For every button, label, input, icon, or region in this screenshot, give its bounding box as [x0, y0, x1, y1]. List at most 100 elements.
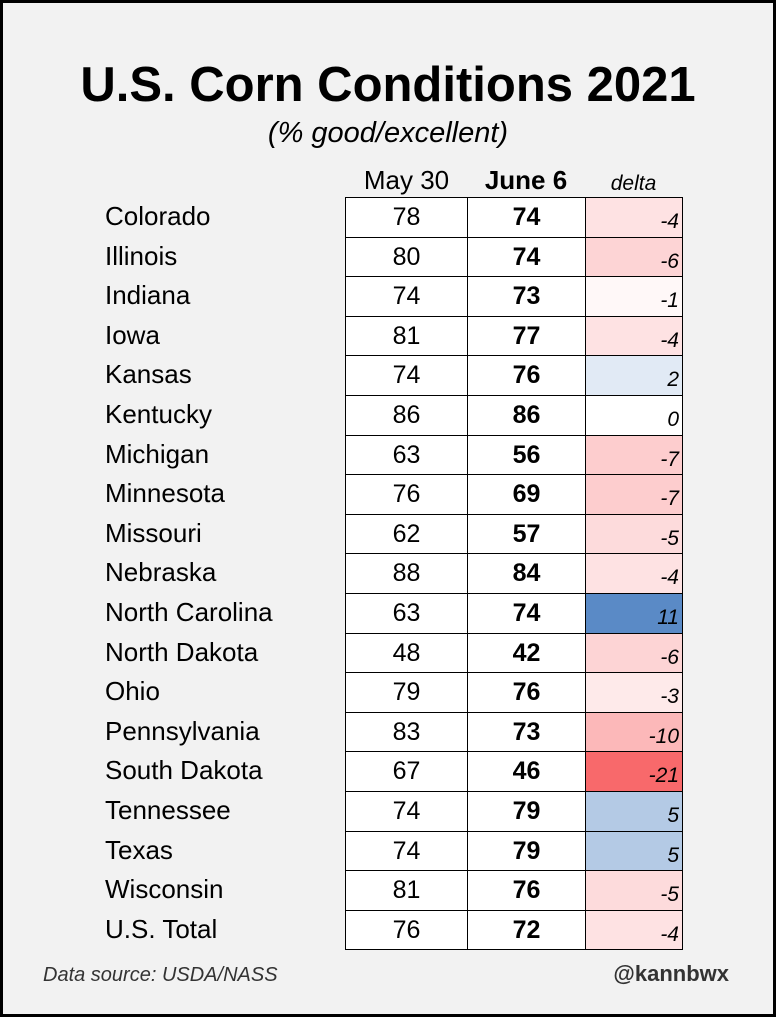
table-row: Wisconsin 81 76 -5: [3, 870, 773, 910]
table-row: Colorado 78 74 -4: [3, 197, 773, 237]
table-row: Illinois 80 74 -6: [3, 236, 773, 277]
delta-value: -5: [585, 870, 683, 910]
delta-value: -4: [585, 197, 683, 237]
delta-value: -21: [585, 751, 683, 791]
state-label: Michigan: [105, 438, 210, 469]
june6-value: 84: [467, 553, 585, 593]
state-label: Nebraska: [105, 557, 217, 588]
may30-value: 79: [345, 672, 467, 712]
may30-value: 83: [345, 711, 467, 752]
column-header-may30: May 30: [363, 165, 450, 195]
state-label: Pennsylvania: [105, 715, 260, 746]
delta-value: -4: [585, 909, 683, 950]
delta-value: -5: [585, 513, 683, 554]
may30-value: 67: [345, 751, 467, 791]
table-row: Pennsylvania 83 73 -10: [3, 711, 773, 752]
delta-value: -7: [585, 434, 683, 475]
delta-value: -3: [585, 672, 683, 712]
state-label: U.S. Total: [105, 913, 218, 944]
state-label: Ohio: [105, 676, 160, 707]
state-label: Missouri: [105, 517, 202, 548]
june6-value: 69: [467, 474, 585, 514]
table-row: Missouri 62 57 -5: [3, 513, 773, 554]
column-header-june6: June 6: [484, 165, 568, 195]
table-row: North Dakota 48 42 -6: [3, 632, 773, 673]
may30-value: 76: [345, 909, 467, 950]
june6-value: 57: [467, 513, 585, 554]
june6-value: 77: [467, 315, 585, 356]
state-label: Kentucky: [105, 399, 212, 429]
state-label: Tennessee: [105, 795, 231, 825]
state-label: North Carolina: [105, 597, 273, 627]
table-row: Kentucky 86 86 0: [3, 395, 773, 435]
may30-value: 80: [345, 236, 467, 277]
table-row: North Carolina 63 74 11: [3, 593, 773, 633]
june6-value: 76: [467, 355, 585, 395]
may30-value: 62: [345, 513, 467, 554]
june6-value: 42: [467, 632, 585, 673]
june6-value: 76: [467, 672, 585, 712]
delta-value: 0: [585, 395, 683, 435]
column-header-delta: delta: [610, 172, 657, 195]
may30-value: 78: [345, 197, 467, 237]
june6-value: 86: [467, 395, 585, 435]
state-label: Iowa: [105, 319, 160, 350]
may30-value: 74: [345, 355, 467, 395]
table-row: Nebraska 88 84 -4: [3, 553, 773, 593]
chart-title: U.S. Corn Conditions 2021: [80, 58, 696, 112]
delta-value: 11: [585, 593, 683, 633]
may30-value: 74: [345, 830, 467, 871]
delta-value: -10: [585, 711, 683, 752]
state-label: Wisconsin: [105, 874, 224, 905]
author-handle: @kannbwx: [613, 961, 729, 986]
delta-value: -6: [585, 236, 683, 277]
table-row: U.S. Total 76 72 -4: [3, 909, 773, 950]
table-row: Tennessee 74 79 5: [3, 791, 773, 831]
table-row: Kansas 74 76 2: [3, 355, 773, 395]
chart-subtitle: (% good/excellent): [267, 117, 509, 149]
state-label: Texas: [105, 834, 173, 865]
state-label: North Dakota: [105, 636, 259, 667]
june6-value: 46: [467, 751, 585, 791]
may30-value: 81: [345, 870, 467, 910]
june6-value: 74: [467, 593, 585, 633]
table-row: Iowa 81 77 -4: [3, 315, 773, 356]
june6-value: 74: [467, 197, 585, 237]
may30-value: 74: [345, 791, 467, 831]
table-row: Michigan 63 56 -7: [3, 434, 773, 475]
delta-value: 5: [585, 791, 683, 831]
delta-value: 5: [585, 830, 683, 871]
june6-value: 73: [467, 276, 585, 316]
table-row: Ohio 79 76 -3: [3, 672, 773, 712]
may30-value: 74: [345, 276, 467, 316]
delta-value: -4: [585, 315, 683, 356]
may30-value: 48: [345, 632, 467, 673]
may30-value: 63: [345, 593, 467, 633]
may30-value: 81: [345, 315, 467, 356]
may30-value: 63: [345, 434, 467, 475]
table-row: South Dakota 67 46 -21: [3, 751, 773, 791]
may30-value: 86: [345, 395, 467, 435]
june6-value: 76: [467, 870, 585, 910]
delta-value: 2: [585, 355, 683, 395]
delta-value: -4: [585, 553, 683, 593]
data-source-note: Data source: USDA/NASS: [43, 964, 278, 986]
june6-value: 73: [467, 711, 585, 752]
state-label: South Dakota: [105, 755, 263, 786]
state-label: Minnesota: [105, 478, 225, 509]
may30-value: 88: [345, 553, 467, 593]
june6-value: 79: [467, 791, 585, 831]
delta-value: -1: [585, 276, 683, 316]
state-label: Illinois: [105, 240, 178, 271]
table-row: Minnesota 76 69 -7: [3, 474, 773, 514]
may30-value: 76: [345, 474, 467, 514]
table-bottom-border: [345, 949, 683, 951]
state-label: Colorado: [105, 201, 211, 231]
delta-value: -6: [585, 632, 683, 673]
june6-value: 56: [467, 434, 585, 475]
june6-value: 72: [467, 909, 585, 950]
table-row: Texas 74 79 5: [3, 830, 773, 871]
delta-value: -7: [585, 474, 683, 514]
table-row: Indiana 74 73 -1: [3, 276, 773, 316]
